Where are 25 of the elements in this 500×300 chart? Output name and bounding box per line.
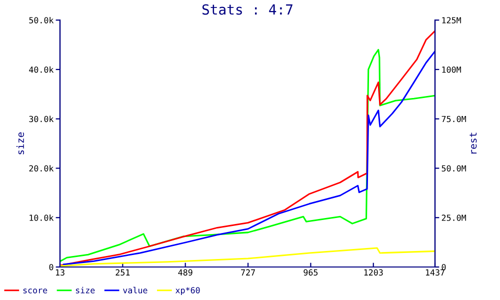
y2-tick-label: 50.0M: [442, 165, 466, 172]
y-tick-label: 0: [49, 264, 54, 270]
y-tick-label: 20.0k: [29, 165, 54, 172]
y2-tick-label: 100M: [442, 66, 461, 73]
x-tick-label: 727: [241, 269, 255, 276]
x-tick-label: 965: [304, 269, 318, 276]
y-tick-label: 50.0k: [29, 16, 54, 24]
y-tick-label: 40.0k: [29, 66, 54, 73]
y2-tick-label: 125M: [442, 17, 461, 24]
x-tick-label: 251: [116, 269, 130, 276]
y2-tick-label: 25.0M: [442, 214, 466, 221]
y2-axis-title: rest: [470, 132, 477, 154]
x-tick-label: 1437: [426, 269, 444, 276]
legend-label: value: [123, 286, 148, 294]
y-axis-title: size: [16, 132, 24, 154]
legend-label: size: [76, 286, 95, 294]
y-tick-label: 30.0k: [29, 116, 54, 122]
legend-label: xp*60: [176, 287, 200, 295]
chart-title: Stats : 4:7: [202, 4, 292, 15]
x-tick-label: 1203: [364, 269, 383, 276]
x-tick-label: 489: [178, 269, 192, 276]
legend-label: score: [23, 288, 48, 294]
x-tick-label: 13: [56, 269, 64, 276]
y-tick-label: 10.0k: [30, 214, 54, 221]
y2-tick-label: 75.0M: [442, 116, 466, 122]
